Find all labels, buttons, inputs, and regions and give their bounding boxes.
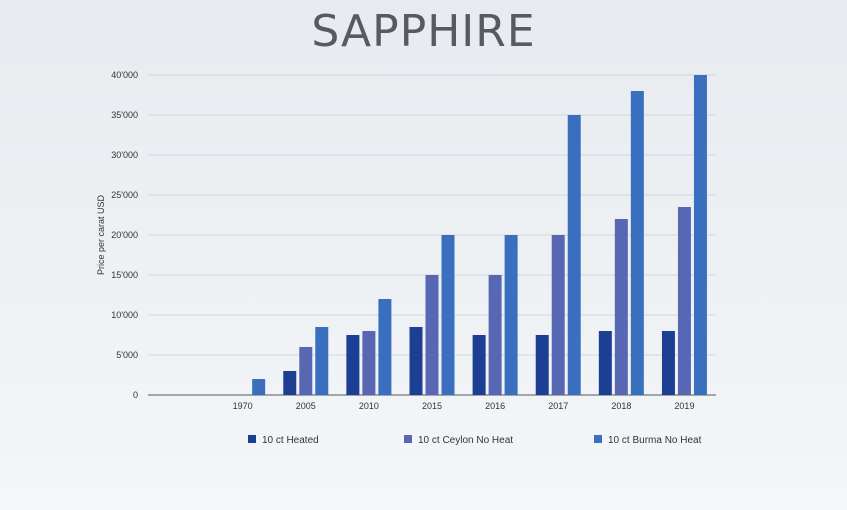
y-tick-label: 10'000: [111, 310, 138, 320]
bar: [362, 331, 376, 395]
bar: [567, 115, 581, 395]
bar: [441, 235, 455, 395]
legend-item: 10 ct Burma No Heat: [594, 435, 702, 446]
y-tick-label: 35'000: [111, 110, 138, 120]
legend-swatch: [404, 435, 412, 443]
bar: [472, 335, 486, 395]
legend-swatch: [594, 435, 602, 443]
y-axis-label: Price per carat USD: [96, 194, 106, 275]
bar: [598, 331, 612, 395]
y-tick-label: 40'000: [111, 70, 138, 80]
x-tick-label: 2019: [674, 401, 694, 411]
bar: [630, 91, 644, 395]
bar: [488, 275, 502, 395]
legend-label: 10 ct Ceylon No Heat: [418, 435, 513, 446]
bar: [504, 235, 518, 395]
x-tick-label: 1970: [233, 401, 253, 411]
bar: [693, 75, 707, 395]
y-tick-label: 25'000: [111, 190, 138, 200]
x-tick-label: 2017: [548, 401, 568, 411]
x-tick-labels: 1970 2005 2010 2015 2016 2017 2018 2019: [233, 401, 695, 411]
bar: [283, 371, 297, 395]
bars: [252, 75, 707, 395]
legend-item: 10 ct Heated: [248, 435, 319, 446]
bar: [299, 347, 313, 395]
legend-swatch: [248, 435, 256, 443]
bar: [661, 331, 675, 395]
x-tick-label: 2016: [485, 401, 505, 411]
bar: [252, 379, 266, 395]
bar: [551, 235, 565, 395]
y-tick-labels: 0 5'000 10'000 15'000 20'000 25'000 30'000 35'0…: [111, 70, 138, 400]
y-tick-label: 0: [133, 390, 138, 400]
bar: [346, 335, 360, 395]
bar: [677, 207, 691, 395]
x-tick-label: 2015: [422, 401, 442, 411]
bar: [535, 335, 549, 395]
x-tick-label: 2010: [359, 401, 379, 411]
y-tick-label: 20'000: [111, 230, 138, 240]
x-tick-label: 2005: [296, 401, 316, 411]
y-tick-label: 15'000: [111, 270, 138, 280]
x-tick-label: 2018: [611, 401, 631, 411]
legend-label: 10 ct Heated: [262, 435, 319, 446]
y-tick-label: 30'000: [111, 150, 138, 160]
legend: 10 ct Heated 10 ct Ceylon No Heat 10 ct Bu…: [248, 435, 702, 446]
legend-label: 10 ct Burma No Heat: [608, 435, 702, 446]
bar: [614, 219, 628, 395]
bar: [409, 327, 423, 395]
y-tick-label: 5'000: [116, 350, 138, 360]
page-title: SAPPHIRE: [311, 6, 536, 57]
bar: [378, 299, 392, 395]
legend-item: 10 ct Ceylon No Heat: [404, 435, 513, 446]
bar: [425, 275, 439, 395]
bar: [315, 327, 329, 395]
